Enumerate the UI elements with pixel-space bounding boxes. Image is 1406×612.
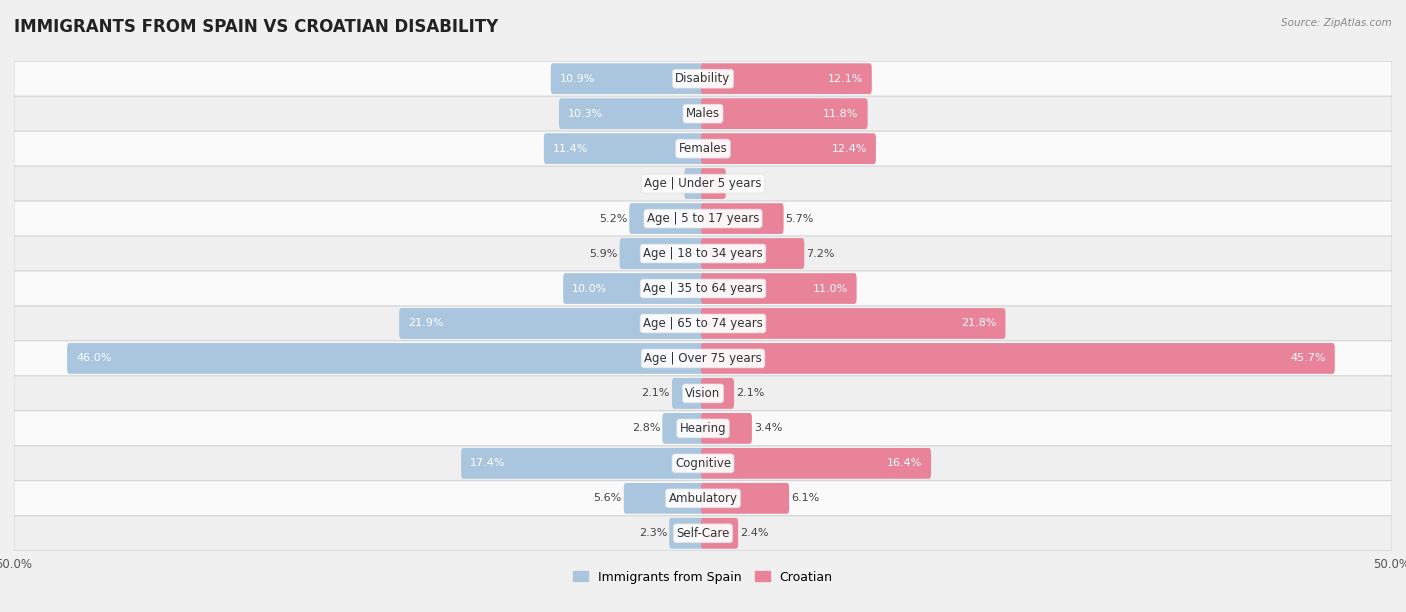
- FancyBboxPatch shape: [702, 168, 725, 199]
- Text: 5.7%: 5.7%: [786, 214, 814, 223]
- FancyBboxPatch shape: [702, 99, 868, 129]
- Text: 5.9%: 5.9%: [589, 248, 617, 258]
- Text: 2.1%: 2.1%: [641, 389, 669, 398]
- Text: 21.8%: 21.8%: [960, 318, 997, 329]
- Text: Age | 18 to 34 years: Age | 18 to 34 years: [643, 247, 763, 260]
- FancyBboxPatch shape: [669, 518, 704, 549]
- FancyBboxPatch shape: [14, 376, 1392, 411]
- Text: Age | Under 5 years: Age | Under 5 years: [644, 177, 762, 190]
- FancyBboxPatch shape: [630, 203, 704, 234]
- Text: 16.4%: 16.4%: [887, 458, 922, 468]
- FancyBboxPatch shape: [702, 518, 738, 549]
- FancyBboxPatch shape: [685, 168, 704, 199]
- FancyBboxPatch shape: [551, 63, 704, 94]
- Text: 3.4%: 3.4%: [754, 424, 782, 433]
- Text: Cognitive: Cognitive: [675, 457, 731, 470]
- Text: Self-Care: Self-Care: [676, 527, 730, 540]
- FancyBboxPatch shape: [662, 413, 704, 444]
- Text: Age | 35 to 64 years: Age | 35 to 64 years: [643, 282, 763, 295]
- FancyBboxPatch shape: [14, 516, 1392, 551]
- FancyBboxPatch shape: [702, 343, 1334, 374]
- Text: Source: ZipAtlas.com: Source: ZipAtlas.com: [1281, 18, 1392, 28]
- Text: Age | 5 to 17 years: Age | 5 to 17 years: [647, 212, 759, 225]
- FancyBboxPatch shape: [624, 483, 704, 513]
- FancyBboxPatch shape: [461, 448, 704, 479]
- FancyBboxPatch shape: [14, 306, 1392, 341]
- Text: 5.6%: 5.6%: [593, 493, 621, 503]
- Text: 46.0%: 46.0%: [76, 354, 111, 364]
- Text: 11.4%: 11.4%: [553, 144, 588, 154]
- FancyBboxPatch shape: [702, 63, 872, 94]
- Text: Age | Over 75 years: Age | Over 75 years: [644, 352, 762, 365]
- Text: 12.1%: 12.1%: [828, 73, 863, 84]
- FancyBboxPatch shape: [399, 308, 704, 339]
- FancyBboxPatch shape: [14, 166, 1392, 201]
- Text: 45.7%: 45.7%: [1291, 354, 1326, 364]
- FancyBboxPatch shape: [702, 133, 876, 164]
- FancyBboxPatch shape: [67, 343, 704, 374]
- Text: 1.2%: 1.2%: [654, 179, 682, 188]
- FancyBboxPatch shape: [14, 236, 1392, 271]
- FancyBboxPatch shape: [620, 238, 704, 269]
- Text: Ambulatory: Ambulatory: [668, 492, 738, 505]
- FancyBboxPatch shape: [702, 378, 734, 409]
- FancyBboxPatch shape: [14, 201, 1392, 236]
- Text: Males: Males: [686, 107, 720, 120]
- Text: 1.5%: 1.5%: [728, 179, 756, 188]
- Text: 2.4%: 2.4%: [740, 528, 769, 539]
- Text: Hearing: Hearing: [679, 422, 727, 435]
- FancyBboxPatch shape: [702, 448, 931, 479]
- Text: 7.2%: 7.2%: [807, 248, 835, 258]
- FancyBboxPatch shape: [702, 238, 804, 269]
- FancyBboxPatch shape: [14, 341, 1392, 376]
- Text: 12.4%: 12.4%: [831, 144, 868, 154]
- Text: 2.8%: 2.8%: [631, 424, 661, 433]
- Text: Vision: Vision: [685, 387, 721, 400]
- FancyBboxPatch shape: [14, 411, 1392, 446]
- FancyBboxPatch shape: [702, 308, 1005, 339]
- FancyBboxPatch shape: [560, 99, 704, 129]
- Text: IMMIGRANTS FROM SPAIN VS CROATIAN DISABILITY: IMMIGRANTS FROM SPAIN VS CROATIAN DISABI…: [14, 18, 498, 36]
- Text: Disability: Disability: [675, 72, 731, 85]
- Text: 6.1%: 6.1%: [792, 493, 820, 503]
- FancyBboxPatch shape: [14, 96, 1392, 131]
- FancyBboxPatch shape: [14, 446, 1392, 481]
- FancyBboxPatch shape: [564, 273, 704, 304]
- FancyBboxPatch shape: [14, 271, 1392, 306]
- FancyBboxPatch shape: [702, 483, 789, 513]
- Text: 10.9%: 10.9%: [560, 73, 595, 84]
- FancyBboxPatch shape: [14, 481, 1392, 516]
- FancyBboxPatch shape: [14, 131, 1392, 166]
- Text: 5.2%: 5.2%: [599, 214, 627, 223]
- Text: Age | 65 to 74 years: Age | 65 to 74 years: [643, 317, 763, 330]
- FancyBboxPatch shape: [702, 203, 783, 234]
- FancyBboxPatch shape: [672, 378, 704, 409]
- Text: 17.4%: 17.4%: [470, 458, 506, 468]
- Text: 21.9%: 21.9%: [408, 318, 444, 329]
- Text: 11.0%: 11.0%: [813, 283, 848, 294]
- Text: 10.3%: 10.3%: [568, 109, 603, 119]
- Text: 10.0%: 10.0%: [572, 283, 607, 294]
- Text: Females: Females: [679, 142, 727, 155]
- FancyBboxPatch shape: [702, 273, 856, 304]
- FancyBboxPatch shape: [544, 133, 704, 164]
- FancyBboxPatch shape: [14, 61, 1392, 96]
- Text: 2.1%: 2.1%: [737, 389, 765, 398]
- Text: 11.8%: 11.8%: [824, 109, 859, 119]
- FancyBboxPatch shape: [702, 413, 752, 444]
- Text: 2.3%: 2.3%: [638, 528, 668, 539]
- Legend: Immigrants from Spain, Croatian: Immigrants from Spain, Croatian: [568, 565, 838, 589]
